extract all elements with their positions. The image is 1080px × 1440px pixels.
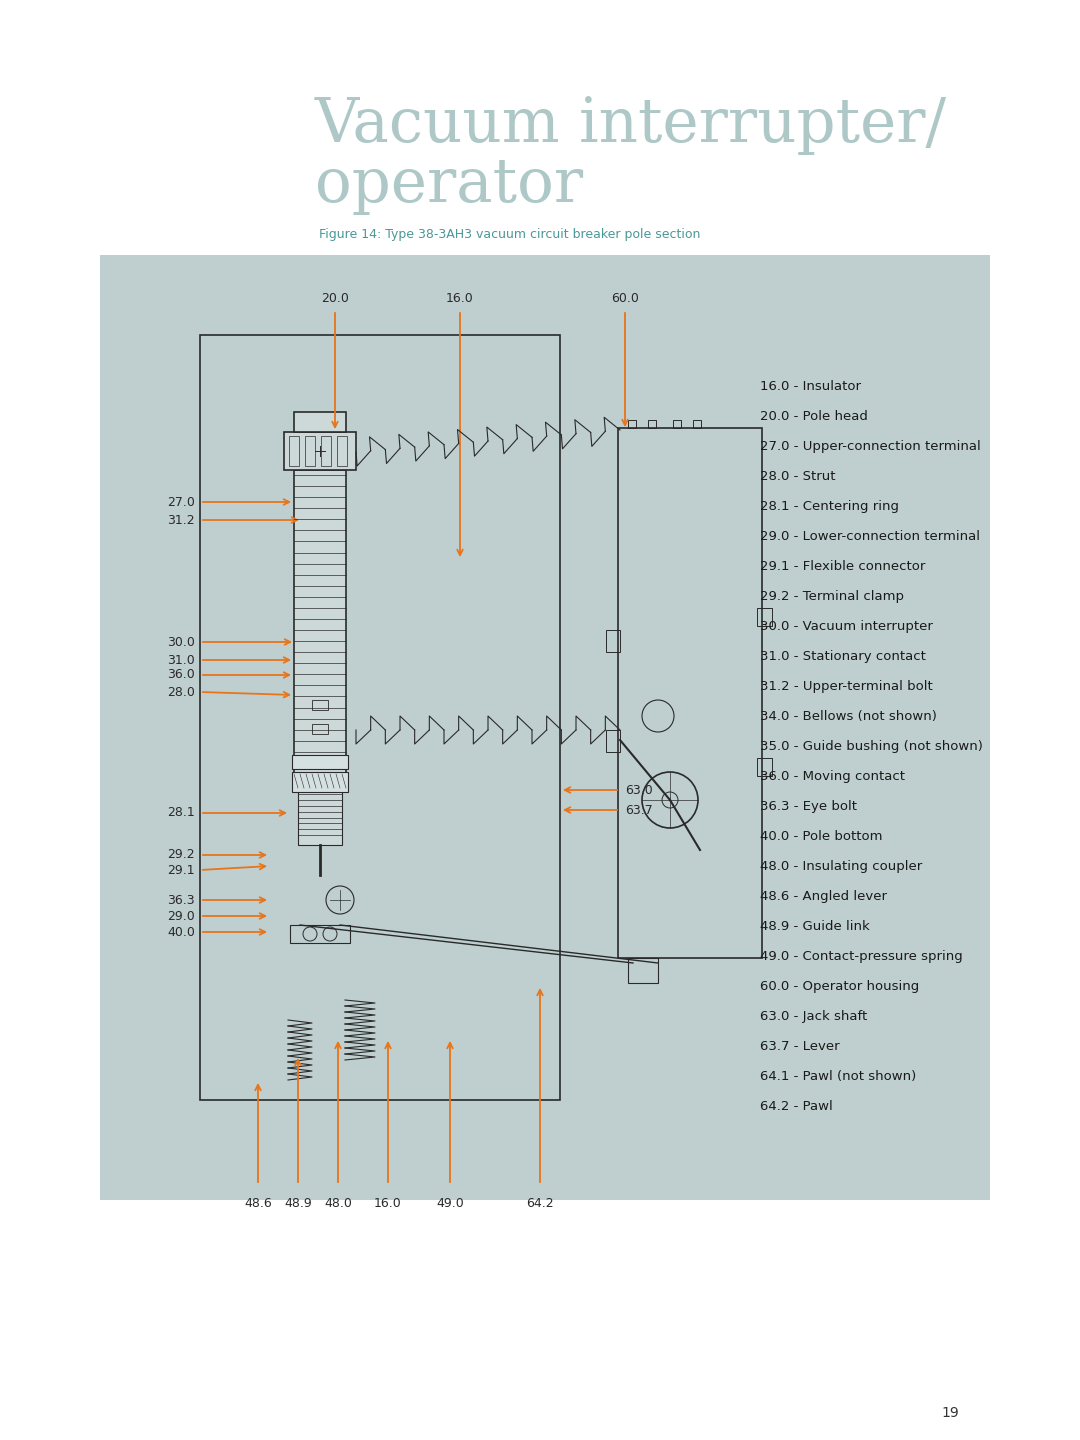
Text: 64.2: 64.2 xyxy=(526,1197,554,1210)
Text: 31.2 - Upper-terminal bolt: 31.2 - Upper-terminal bolt xyxy=(760,680,933,693)
Text: 28.1: 28.1 xyxy=(167,806,195,819)
Bar xyxy=(200,336,561,1100)
Text: 29.0 - Lower-connection terminal: 29.0 - Lower-connection terminal xyxy=(760,530,980,543)
Text: 34.0 - Bellows (not shown): 34.0 - Bellows (not shown) xyxy=(760,710,936,723)
Bar xyxy=(291,924,350,943)
Text: 64.1 - Pawl (not shown): 64.1 - Pawl (not shown) xyxy=(760,1070,916,1083)
Text: 35.0 - Guide bushing (not shown): 35.0 - Guide bushing (not shown) xyxy=(760,740,983,753)
Bar xyxy=(606,631,620,652)
Text: 63.7 - Lever: 63.7 - Lever xyxy=(760,1040,839,1053)
Text: 31.0 - Stationary contact: 31.0 - Stationary contact xyxy=(760,649,926,662)
Bar xyxy=(648,420,656,428)
Text: 36.0: 36.0 xyxy=(167,668,195,681)
Bar xyxy=(312,724,328,734)
Bar xyxy=(298,791,342,845)
Text: 49.0: 49.0 xyxy=(436,1197,464,1210)
Text: 36.3 - Eye bolt: 36.3 - Eye bolt xyxy=(760,801,858,814)
Text: 48.0 - Insulating coupler: 48.0 - Insulating coupler xyxy=(760,860,922,873)
Text: 63.0 - Jack shaft: 63.0 - Jack shaft xyxy=(760,1009,867,1022)
Bar xyxy=(100,255,990,1200)
Text: 48.9: 48.9 xyxy=(284,1197,312,1210)
Text: 30.0: 30.0 xyxy=(167,635,195,648)
Text: 48.9 - Guide link: 48.9 - Guide link xyxy=(760,920,869,933)
Bar xyxy=(294,412,346,432)
Bar xyxy=(294,469,346,791)
Text: 28.0: 28.0 xyxy=(167,685,195,698)
Bar xyxy=(673,420,681,428)
Text: 31.0: 31.0 xyxy=(167,654,195,667)
Text: 29.1 - Flexible connector: 29.1 - Flexible connector xyxy=(760,560,926,573)
Text: 29.2: 29.2 xyxy=(167,848,195,861)
Bar xyxy=(757,608,772,626)
Bar xyxy=(292,755,348,769)
Bar xyxy=(618,428,762,958)
Text: operator: operator xyxy=(315,156,583,215)
Bar xyxy=(337,436,347,467)
Bar xyxy=(627,420,636,428)
Text: 19: 19 xyxy=(941,1405,959,1420)
Bar xyxy=(606,730,620,752)
Bar xyxy=(305,436,315,467)
Bar xyxy=(312,700,328,710)
Text: 16.0: 16.0 xyxy=(446,292,474,305)
Bar xyxy=(292,772,348,792)
Text: 31.2: 31.2 xyxy=(167,514,195,527)
Text: 27.0: 27.0 xyxy=(167,495,195,508)
Text: 29.1: 29.1 xyxy=(167,864,195,877)
Bar xyxy=(757,757,772,776)
Text: 48.0: 48.0 xyxy=(324,1197,352,1210)
Text: 29.0: 29.0 xyxy=(167,910,195,923)
Text: 40.0 - Pole bottom: 40.0 - Pole bottom xyxy=(760,829,882,842)
Text: 49.0 - Contact-pressure spring: 49.0 - Contact-pressure spring xyxy=(760,950,962,963)
Text: 48.6: 48.6 xyxy=(244,1197,272,1210)
Text: 20.0: 20.0 xyxy=(321,292,349,305)
Text: 36.0 - Moving contact: 36.0 - Moving contact xyxy=(760,770,905,783)
Text: 30.0 - Vacuum interrupter: 30.0 - Vacuum interrupter xyxy=(760,621,933,634)
Text: 48.6 - Angled lever: 48.6 - Angled lever xyxy=(760,890,887,903)
Text: 29.2 - Terminal clamp: 29.2 - Terminal clamp xyxy=(760,590,904,603)
Text: 63.0: 63.0 xyxy=(625,783,652,796)
Text: 28.0 - Strut: 28.0 - Strut xyxy=(760,469,836,482)
Text: Figure 14: Type 38-3AH3 vacuum circuit breaker pole section: Figure 14: Type 38-3AH3 vacuum circuit b… xyxy=(319,228,700,240)
Text: 36.3: 36.3 xyxy=(167,893,195,907)
Text: 16.0: 16.0 xyxy=(374,1197,402,1210)
Bar xyxy=(627,958,658,984)
Bar xyxy=(693,420,701,428)
Text: 20.0 - Pole head: 20.0 - Pole head xyxy=(760,410,868,423)
Bar xyxy=(321,436,330,467)
Text: 63.7: 63.7 xyxy=(625,804,652,816)
Text: 60.0 - Operator housing: 60.0 - Operator housing xyxy=(760,981,919,994)
Text: 27.0 - Upper-connection terminal: 27.0 - Upper-connection terminal xyxy=(760,441,981,454)
Text: 64.2 - Pawl: 64.2 - Pawl xyxy=(760,1100,833,1113)
Text: 28.1 - Centering ring: 28.1 - Centering ring xyxy=(760,500,899,513)
Bar xyxy=(289,436,299,467)
Bar xyxy=(284,432,356,469)
Text: Vacuum interrupter/: Vacuum interrupter/ xyxy=(315,95,947,156)
Text: 40.0: 40.0 xyxy=(167,926,195,939)
Text: 16.0 - Insulator: 16.0 - Insulator xyxy=(760,380,861,393)
Text: 60.0: 60.0 xyxy=(611,292,639,305)
